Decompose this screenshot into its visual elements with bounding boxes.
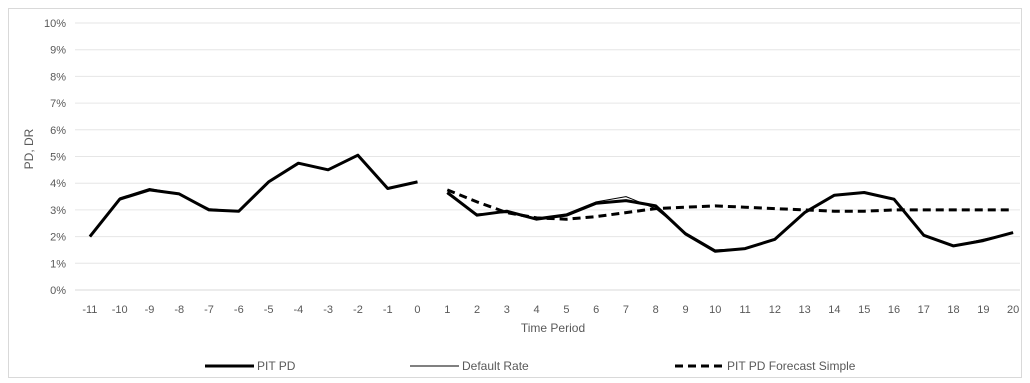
y-tick-label: 5% <box>50 152 66 164</box>
y-tick-label: 10% <box>44 18 66 30</box>
x-tick-label: -8 <box>174 304 184 316</box>
x-tick-label: 3 <box>504 304 510 316</box>
x-tick-label: 11 <box>739 304 750 316</box>
legend-label: Default Rate <box>462 359 529 373</box>
y-axis-title: PD, DR <box>22 128 36 169</box>
series-line-default-rate <box>447 192 1014 251</box>
x-tick-label: 13 <box>799 304 811 316</box>
x-tick-label: -7 <box>204 304 214 316</box>
x-tick-label: 5 <box>563 304 569 316</box>
x-tick-label: -9 <box>145 304 155 316</box>
x-tick-label: 17 <box>918 304 930 316</box>
y-tick-label: 8% <box>50 71 66 83</box>
series-line-pit-pd-forecast-simple <box>446 188 1014 221</box>
x-tick-label: -5 <box>264 304 274 316</box>
y-tick-label: 0% <box>50 285 66 297</box>
legend: PIT PD Default Rate PIT PD Forecast Simple <box>205 359 856 373</box>
y-tick-label: 9% <box>50 45 66 57</box>
y-tick-label: 2% <box>50 232 66 244</box>
x-tick-label: -3 <box>323 304 333 316</box>
x-tick-label: 8 <box>653 304 659 316</box>
x-tick-label: 18 <box>947 304 959 316</box>
y-tick-label: 7% <box>50 98 66 110</box>
legend-label: PIT PD Forecast Simple <box>727 359 856 373</box>
x-tick-label: -11 <box>82 304 97 316</box>
x-tick-label: 15 <box>858 304 870 316</box>
series-lines <box>88 153 1014 253</box>
x-tick-label: 19 <box>977 304 989 316</box>
x-tick-label: 1 <box>444 304 450 316</box>
x-tick-label: 2 <box>474 304 480 316</box>
series-line-pit-pd <box>446 191 1014 253</box>
x-tick-label: 10 <box>709 304 721 316</box>
x-tick-label: 9 <box>682 304 688 316</box>
y-tick-label: 6% <box>50 125 66 137</box>
y-tick-label: 3% <box>50 205 66 217</box>
x-tick-label: -4 <box>293 304 303 316</box>
x-tick-label: 0 <box>414 304 420 316</box>
x-tick-label: 14 <box>828 304 840 316</box>
x-tick-label: -6 <box>234 304 244 316</box>
gridlines <box>75 22 1020 291</box>
x-tick-label: 12 <box>769 304 781 316</box>
x-tick-label: 20 <box>1007 304 1019 316</box>
x-tick-label: -2 <box>353 304 363 316</box>
x-tick-label: 6 <box>593 304 599 316</box>
x-tick-label: 16 <box>888 304 900 316</box>
x-tick-label: 4 <box>534 304 540 316</box>
legend-label: PIT PD <box>257 359 296 373</box>
x-tick-label: -10 <box>112 304 128 316</box>
y-axis-ticks: 0% 1% 2% 3% 4% 5% 6% 7% 8% 9% 10% <box>44 18 66 297</box>
x-tick-label: 7 <box>623 304 629 316</box>
x-axis-title: Time Period <box>521 321 585 335</box>
y-tick-label: 4% <box>50 178 66 190</box>
series-line-pit-pd <box>88 153 418 238</box>
x-axis-ticks: -11 -10 -9 -8 -7 -6 -5 -4 -3 -2 -1 0 1 2 3 4 5 6 7 8 9 10 11 12… <box>82 304 1019 316</box>
x-tick-label: -1 <box>383 304 393 316</box>
y-tick-label: 1% <box>50 258 66 270</box>
